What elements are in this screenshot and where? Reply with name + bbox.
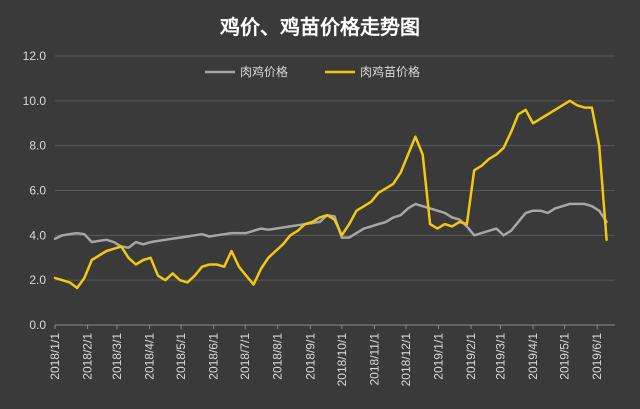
gridlines [55,55,615,326]
x-tick-label: 2018/11/1 [367,333,381,386]
x-tick-label: 2019/1/1 [431,333,445,380]
x-tick-label: 2018/4/1 [143,333,157,380]
chart-title: 鸡价、鸡苗价格走势图 [219,15,420,39]
x-tick-label: 2018/8/1 [271,333,285,380]
legend-label: 肉鸡苗价格 [360,64,420,79]
x-tick-label: 2019/6/1 [590,333,604,380]
x-tick-label: 2018/1/1 [48,333,62,380]
y-tick-label: 8.0 [29,139,46,153]
series-line-chick-price [53,99,608,290]
x-tick-label: 2018/2/1 [81,333,95,380]
y-tick-label: 2.0 [29,273,46,287]
x-tick-label: 2018/6/1 [207,333,221,380]
y-tick-label: 4.0 [29,228,46,242]
y-axis: 0.0 2.0 4.0 6.0 8.0 10.0 12.0 [23,49,47,332]
x-tick-label: 2018/3/1 [110,333,124,380]
x-tick-label: 2018/7/1 [238,333,252,380]
y-tick-label: 12.0 [23,49,47,63]
series-line-broiler-price [53,202,608,249]
y-tick-label: 6.0 [29,184,46,198]
legend-label: 肉鸡价格 [240,64,288,79]
plot-area [53,99,608,290]
x-tick-label: 2018/5/1 [174,333,188,380]
x-tick-label: 2019/3/1 [493,333,507,380]
x-tick-label: 2019/2/1 [464,333,478,380]
x-tick-label: 2018/12/1 [399,333,413,387]
y-tick-label: 0.0 [29,318,46,332]
x-tick-label: 2019/5/1 [558,333,572,380]
x-axis: 2018/1/1 2018/2/1 2018/3/1 2018/4/1 2018/5/1… [48,324,615,387]
x-tick-label: 2018/9/1 [303,333,317,380]
x-tick-label: 2018/10/1 [335,333,349,387]
y-tick-label: 10.0 [23,94,47,108]
x-tick-label: 2019/4/1 [526,333,540,380]
legend: 肉鸡价格 肉鸡苗价格 [205,64,420,79]
